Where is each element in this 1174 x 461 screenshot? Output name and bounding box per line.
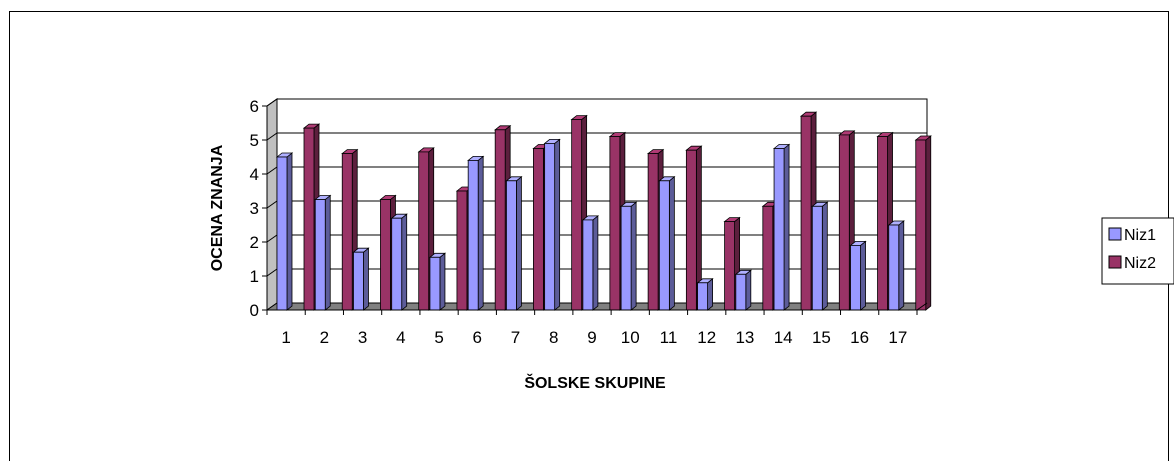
x-tick-label: 13 bbox=[735, 328, 754, 347]
y-tick-label: 2 bbox=[250, 233, 259, 252]
y-tick-label: 6 bbox=[250, 97, 259, 116]
legend-label-niz2: Niz2 bbox=[1124, 255, 1156, 272]
gridline bbox=[266, 98, 927, 107]
bar-niz1-7 bbox=[505, 175, 523, 311]
x-tick-label: 10 bbox=[621, 328, 640, 347]
x-tick-label: 7 bbox=[511, 328, 520, 347]
bar-niz1-10 bbox=[619, 201, 638, 311]
y-tick-label: 0 bbox=[250, 301, 259, 320]
y-tick-label: 3 bbox=[250, 199, 259, 218]
y-axis-title: OCENA ZNANJA bbox=[209, 144, 226, 271]
bar-niz1-2 bbox=[314, 194, 332, 311]
y-tick-label: 5 bbox=[250, 131, 259, 150]
x-tick-label: 3 bbox=[358, 328, 367, 347]
x-tick-label: 1 bbox=[281, 328, 290, 347]
bar-niz1-9 bbox=[581, 215, 600, 311]
x-tick-label: 15 bbox=[812, 328, 831, 347]
bar-niz1-1 bbox=[275, 152, 294, 311]
bar-niz1-3 bbox=[352, 247, 370, 311]
legend-swatch-niz2 bbox=[1108, 255, 1122, 269]
bar-niz1-13 bbox=[734, 269, 752, 311]
x-tick-label: 16 bbox=[850, 328, 869, 347]
x-tick-label: 12 bbox=[697, 328, 716, 347]
x-tick-label: 17 bbox=[888, 328, 907, 347]
bar-niz1-12 bbox=[696, 277, 714, 311]
x-axis-title: ŠOLSKE SKUPINE bbox=[524, 373, 666, 392]
bar-niz1-5 bbox=[428, 252, 447, 311]
bar-niz1-15 bbox=[811, 201, 829, 311]
legend: Niz1 Niz2 bbox=[1101, 217, 1174, 285]
legend-label-niz1: Niz1 bbox=[1124, 227, 1156, 244]
bar-niz1-14 bbox=[772, 143, 791, 311]
y-tick-label: 1 bbox=[250, 267, 259, 286]
x-tick-label: 14 bbox=[774, 328, 793, 347]
x-tick-label: 8 bbox=[549, 328, 558, 347]
bar-niz1-4 bbox=[390, 213, 408, 311]
bar-niz2-17 bbox=[914, 135, 932, 311]
x-tick-label: 4 bbox=[396, 328, 405, 347]
bar-niz1-11 bbox=[658, 175, 676, 311]
bar-niz1-17 bbox=[887, 220, 905, 311]
x-tick-label: 5 bbox=[434, 328, 443, 347]
bar-niz1-6 bbox=[467, 155, 485, 311]
gridline bbox=[266, 132, 927, 141]
x-tick-label: 11 bbox=[660, 328, 678, 347]
floor-edge bbox=[916, 302, 928, 311]
bar-niz1-8 bbox=[543, 138, 561, 311]
x-tick-label: 9 bbox=[587, 328, 596, 347]
bar-niz1-16 bbox=[849, 240, 867, 311]
y-tick-label: 4 bbox=[250, 165, 259, 184]
x-tick-label: 2 bbox=[320, 328, 329, 347]
x-tick-label: 6 bbox=[473, 328, 482, 347]
legend-swatch-niz1 bbox=[1108, 227, 1122, 241]
